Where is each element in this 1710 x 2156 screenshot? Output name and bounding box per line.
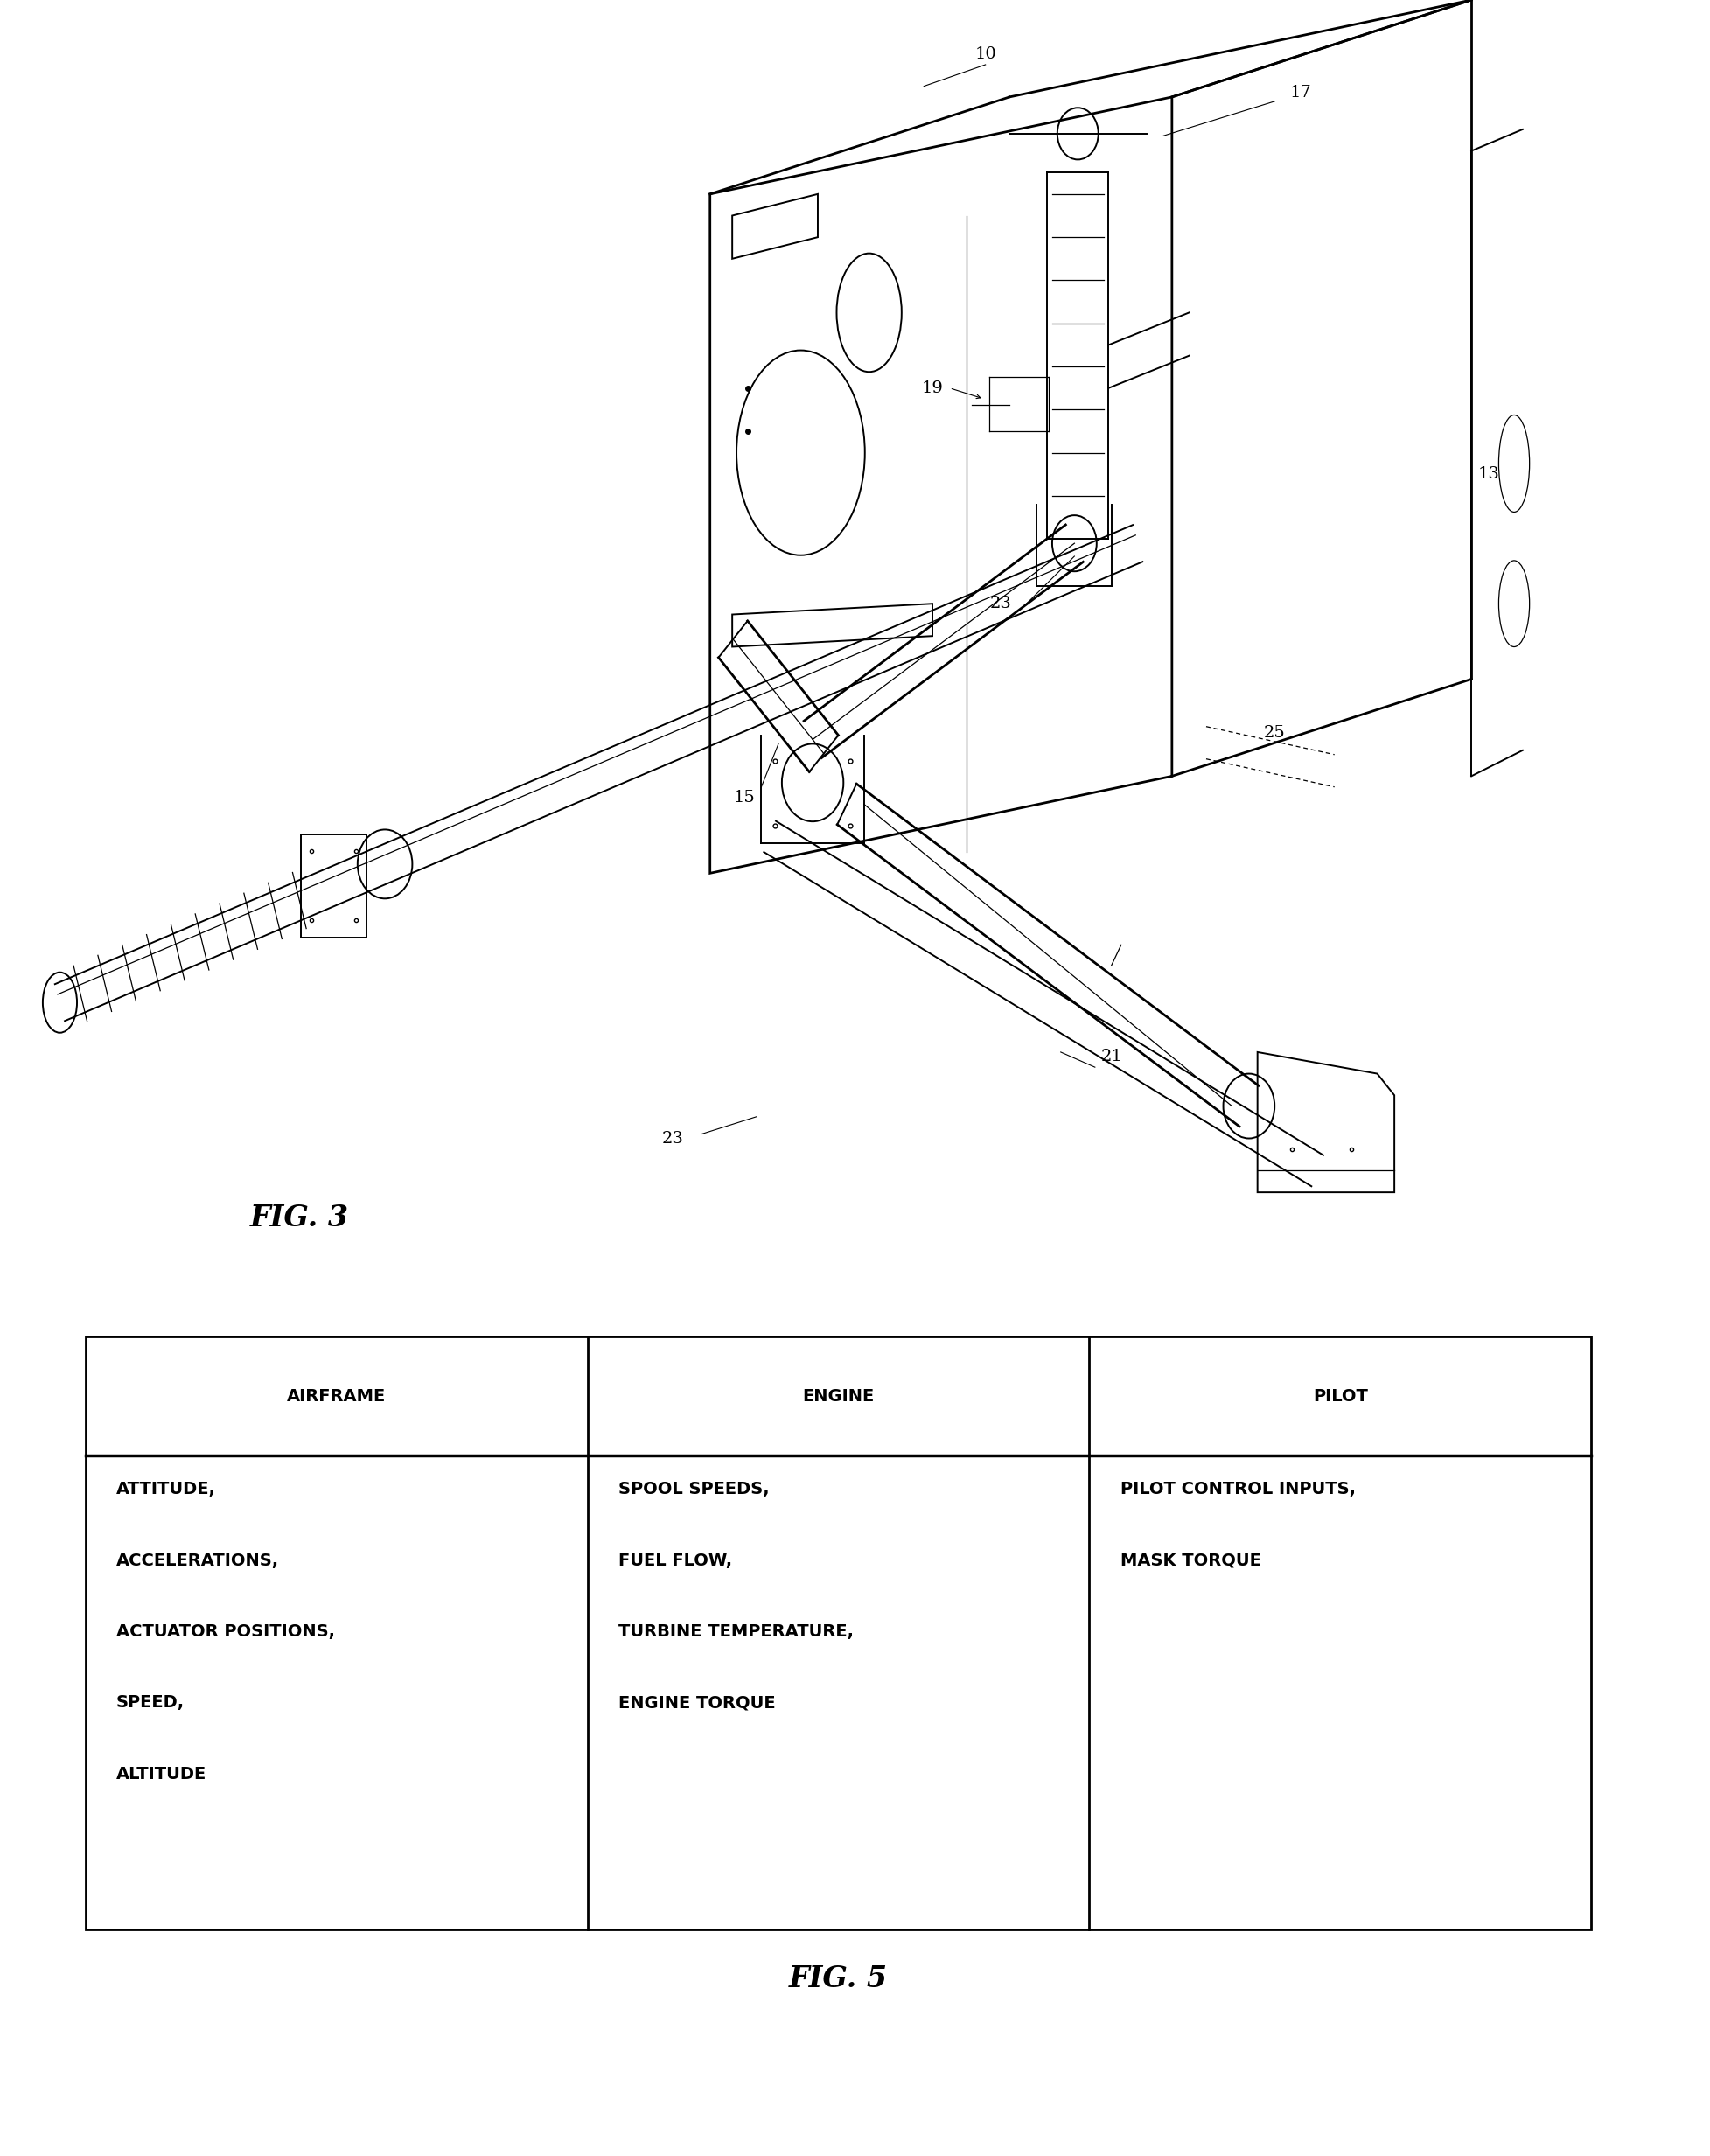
Text: FIG. 5: FIG. 5 xyxy=(788,1964,887,1994)
Text: TURBINE TEMPERATURE,: TURBINE TEMPERATURE, xyxy=(617,1623,853,1641)
Text: 21: 21 xyxy=(1101,1048,1122,1065)
Text: ENGINE: ENGINE xyxy=(802,1388,874,1404)
Text: MASK TORQUE: MASK TORQUE xyxy=(1120,1552,1260,1570)
Text: SPOOL SPEEDS,: SPOOL SPEEDS, xyxy=(617,1481,770,1498)
Text: FUEL FLOW,: FUEL FLOW, xyxy=(617,1552,732,1570)
Text: 19: 19 xyxy=(922,379,942,397)
Text: 10: 10 xyxy=(975,45,995,63)
Text: ATTITUDE,: ATTITUDE, xyxy=(116,1481,215,1498)
Text: AIRFRAME: AIRFRAME xyxy=(287,1388,386,1404)
Text: 23: 23 xyxy=(662,1130,682,1147)
Text: 25: 25 xyxy=(1264,724,1284,742)
Text: ACTUATOR POSITIONS,: ACTUATOR POSITIONS, xyxy=(116,1623,335,1641)
Text: ALTITUDE: ALTITUDE xyxy=(116,1766,207,1783)
Text: PILOT CONTROL INPUTS,: PILOT CONTROL INPUTS, xyxy=(1120,1481,1354,1498)
Text: SPEED,: SPEED, xyxy=(116,1695,185,1712)
Text: 13: 13 xyxy=(1477,466,1498,483)
Text: ENGINE TORQUE: ENGINE TORQUE xyxy=(617,1695,775,1712)
Text: PILOT: PILOT xyxy=(1312,1388,1366,1404)
Text: FIG. 3: FIG. 3 xyxy=(250,1203,349,1233)
Text: 15: 15 xyxy=(734,789,754,806)
Text: 17: 17 xyxy=(1289,84,1310,101)
Text: ACCELERATIONS,: ACCELERATIONS, xyxy=(116,1552,279,1570)
Text: 23: 23 xyxy=(990,595,1011,612)
